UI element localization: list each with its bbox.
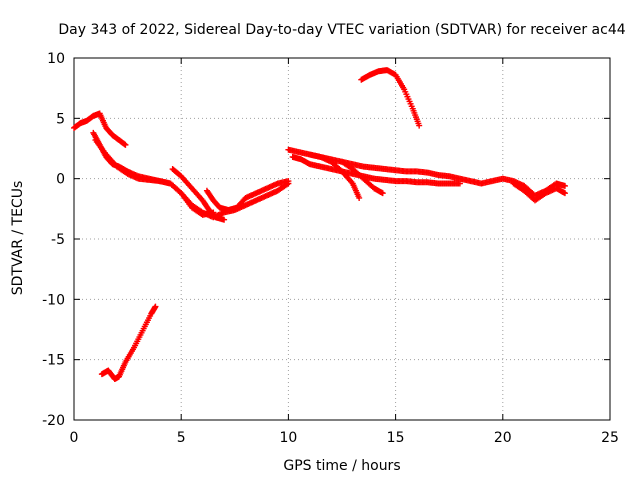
- series-arc-5: [203, 178, 292, 214]
- y-tick-labels: -20 -15 -10 -5 0 5 10: [42, 51, 65, 429]
- data-point: [356, 194, 363, 201]
- series-arc-10: [358, 67, 423, 129]
- ticks: [73, 57, 611, 421]
- y-tick-label: 10: [47, 51, 65, 67]
- x-tick-label: 5: [177, 430, 186, 446]
- data-point: [152, 303, 159, 310]
- data-point: [456, 180, 463, 187]
- series-arc-9: [339, 158, 386, 197]
- series-arc-4: [169, 166, 228, 223]
- x-tick-label: 15: [387, 430, 405, 446]
- y-tick-label: 5: [56, 111, 65, 127]
- chart-title: Day 343 of 2022, Sidereal Day-to-day VTE…: [58, 22, 625, 38]
- y-tick-label: 0: [56, 172, 65, 188]
- x-axis-label: GPS time / hours: [283, 458, 400, 474]
- x-tick-label: 25: [601, 430, 619, 446]
- x-tick-labels: 0 5 10 15 20 25: [70, 430, 619, 446]
- series-arc-11: [98, 303, 159, 382]
- y-tick-label: -20: [42, 413, 65, 429]
- data-points: [71, 67, 568, 382]
- data-point: [221, 216, 228, 223]
- y-tick-label: -5: [51, 232, 65, 248]
- series-arc-6: [285, 146, 568, 199]
- y-axis-label: SDTVAR / TECUs: [10, 181, 26, 296]
- data-point: [416, 122, 423, 129]
- series-arc-7: [289, 153, 463, 187]
- data-point: [561, 182, 568, 189]
- series-arc-8: [306, 151, 363, 201]
- series-arc-12: [510, 180, 568, 204]
- series-arc-2: [90, 129, 217, 218]
- series-arc-1: [71, 110, 129, 148]
- data-point: [122, 141, 129, 148]
- x-tick-label: 0: [70, 430, 79, 446]
- x-tick-label: 10: [279, 430, 297, 446]
- data-point: [285, 178, 292, 185]
- data-point: [561, 190, 568, 197]
- data-point: [379, 190, 386, 197]
- grid: [74, 58, 610, 420]
- x-tick-label: 20: [494, 430, 512, 446]
- y-tick-label: -15: [42, 353, 65, 369]
- y-tick-label: -10: [42, 292, 65, 308]
